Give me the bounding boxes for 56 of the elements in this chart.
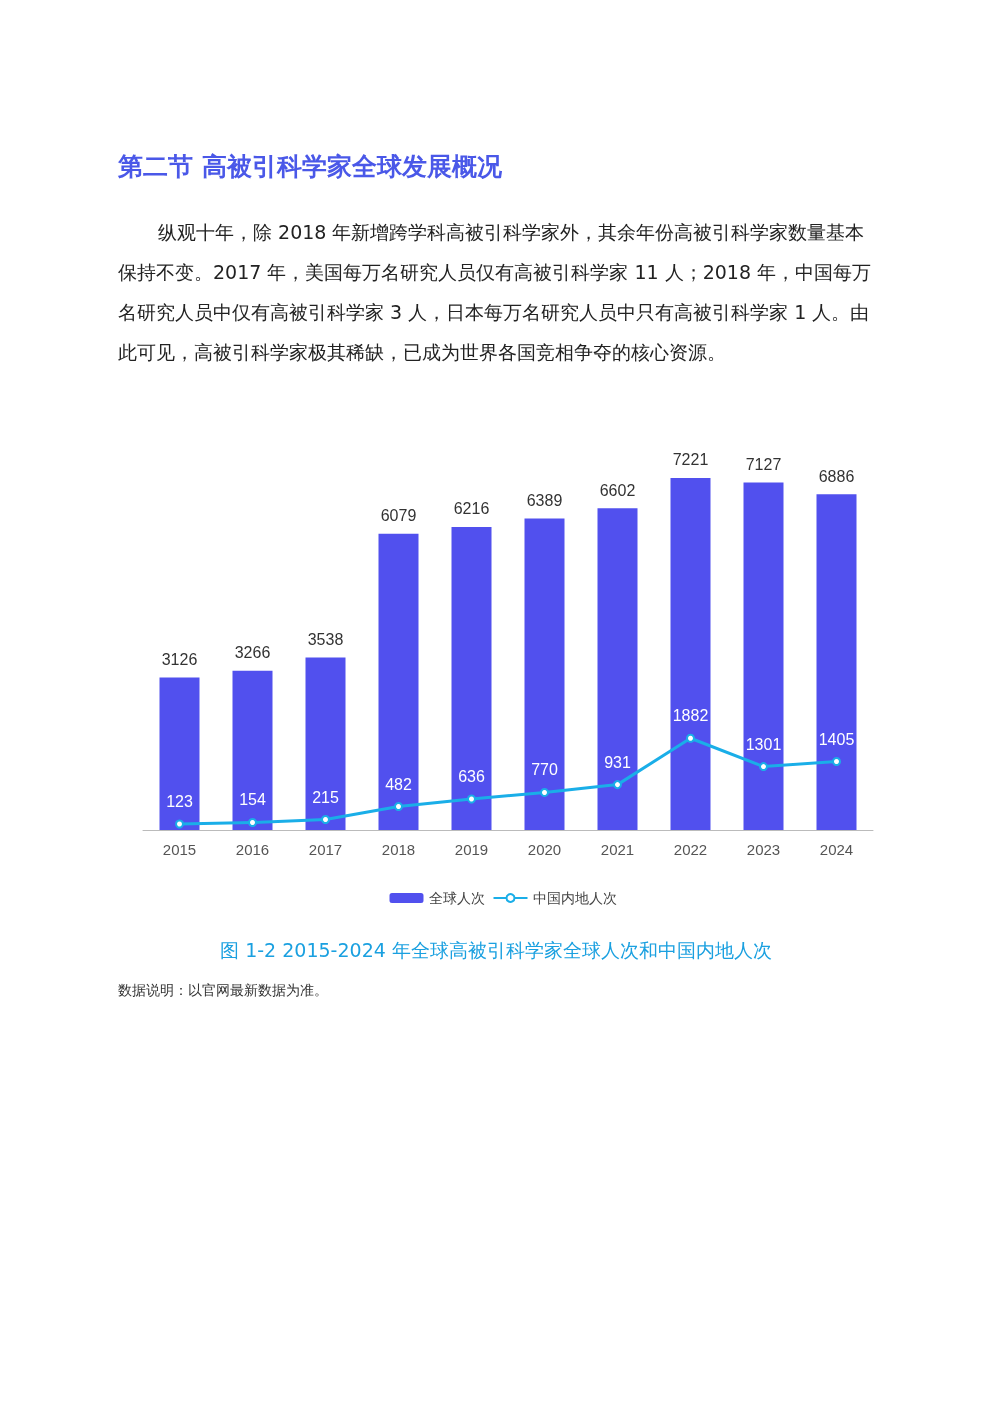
bar xyxy=(524,518,565,830)
point xyxy=(394,802,403,811)
point xyxy=(467,794,476,804)
data-label: 636 xyxy=(458,767,485,785)
text: 数据说明：以官网最新数据为准。 xyxy=(118,982,328,1000)
bar xyxy=(305,657,346,830)
data-label: 1882 xyxy=(672,707,709,725)
data-label: 3266 xyxy=(234,644,271,662)
bar xyxy=(451,526,492,830)
data-label: 6216 xyxy=(453,500,490,518)
data-label: 1301 xyxy=(745,735,782,753)
legend-label: 全球人次 xyxy=(428,890,485,906)
x-tick-label: 2018 xyxy=(381,841,416,858)
bar xyxy=(670,477,711,830)
point xyxy=(759,762,768,772)
data-label: 7127 xyxy=(745,456,782,474)
data-label: 931 xyxy=(604,753,631,771)
bar xyxy=(743,482,784,830)
x-tick-label: 2024 xyxy=(819,841,854,858)
x-tick-label: 2020 xyxy=(527,841,562,858)
point xyxy=(248,817,257,827)
x-tick-label: 2019 xyxy=(454,841,489,858)
data-label: 6602 xyxy=(599,481,636,499)
x-tick-label: 2015 xyxy=(162,841,197,858)
bar xyxy=(378,533,419,830)
legend-label: 中国内地人次 xyxy=(532,890,617,906)
data-label: 482 xyxy=(385,775,412,793)
point xyxy=(540,787,549,797)
bar xyxy=(597,508,638,830)
data-label: 1405 xyxy=(818,730,855,748)
point xyxy=(175,819,184,829)
data-label: 770 xyxy=(531,761,558,779)
data-label: 6079 xyxy=(380,507,417,525)
x-tick-label: 2016 xyxy=(235,841,270,858)
x-tick-label: 2022 xyxy=(673,841,708,858)
data-label: 3538 xyxy=(307,631,344,649)
point xyxy=(832,757,841,766)
data-label: 123 xyxy=(166,793,193,810)
bar xyxy=(232,670,273,830)
point xyxy=(613,780,622,790)
bar xyxy=(159,677,200,830)
caption: 图 1-2 2015-2024 年全球高被引科学家全球人次和中国内地人次 xyxy=(219,938,773,963)
bar xyxy=(816,494,857,830)
point xyxy=(321,815,330,825)
point xyxy=(686,733,695,743)
x-tick-label: 2023 xyxy=(746,841,781,858)
x-tick-label: 2021 xyxy=(600,841,635,858)
data-label: 3126 xyxy=(161,651,198,669)
chart-title: 第二节 高被引科学家全球发展概况 xyxy=(118,151,502,183)
data-label: 215 xyxy=(312,788,339,806)
data-label: 7221 xyxy=(672,451,709,469)
data-label: 154 xyxy=(239,791,266,809)
x-tick-label: 2017 xyxy=(308,841,343,858)
data-label: 6886 xyxy=(818,467,855,485)
data-label: 6389 xyxy=(526,492,563,510)
chart-subtitle: 纵观十年，除 2018 年新增跨学科高被引科学家外，其余年份高被引科学家数量基本保持不变。2017 年，美国每万名研究人员仅有高被引科学家 11 人；2018 年，中国每万名研究人员中仅有高被引科学家 3 人，日本每万名研究人员中只有高被引科学家 1 人。由此可见，高被引科学家极其稀缺，已成为世界各国竞相争夺的核心资源。 xyxy=(118,220,873,365)
